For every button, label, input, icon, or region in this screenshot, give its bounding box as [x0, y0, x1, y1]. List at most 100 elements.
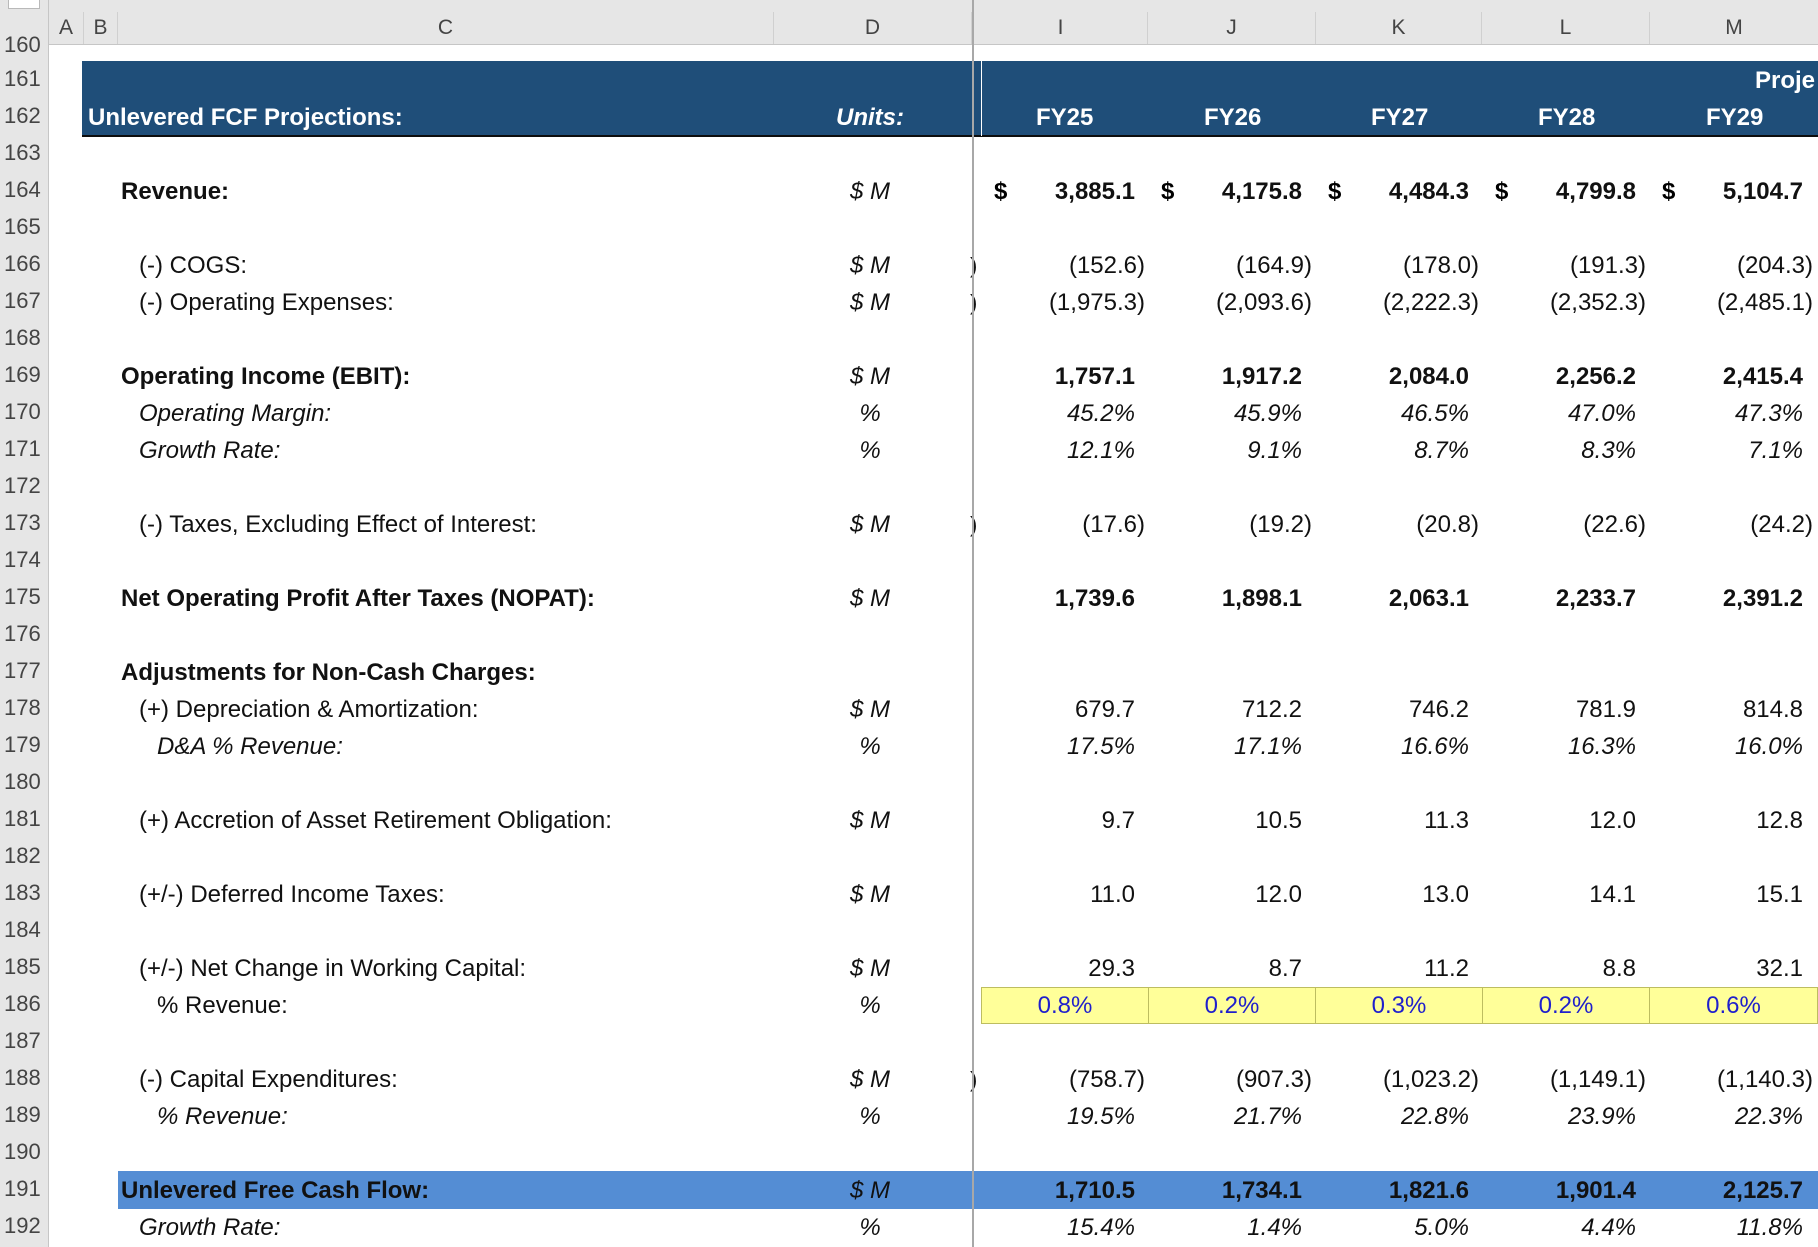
nwc-fy29[interactable]: 32.1 [1756, 955, 1803, 982]
ufcf-label[interactable]: Unlevered Free Cash Flow: [121, 1177, 430, 1204]
ufcf-growth-label[interactable]: Growth Rate: [139, 1214, 281, 1241]
operating-margin-fy27[interactable]: 46.5% [1400, 400, 1469, 427]
ebit-unit[interactable]: $ M [849, 363, 890, 390]
operating-margin-label[interactable]: Operating Margin: [139, 400, 332, 427]
aro-label[interactable]: (+) Accretion of Asset Retirement Obliga… [139, 807, 612, 834]
taxes-unit[interactable]: $ M [849, 511, 890, 538]
taxes-fy26[interactable]: (19.2) [1249, 511, 1312, 538]
row-header[interactable]: 168 [4, 325, 41, 350]
capex-pct-fy27[interactable]: 22.8% [1400, 1103, 1469, 1130]
column-header-d[interactable]: D [774, 12, 972, 44]
deferred-taxes-label[interactable]: (+/-) Deferred Income Taxes: [139, 881, 445, 908]
capex-fy29[interactable]: (1,140.3) [1716, 1066, 1813, 1093]
select-all-corner[interactable] [0, 0, 49, 44]
ebit-growth-fy27[interactable]: 8.7% [1414, 437, 1469, 464]
nwc-pct-input-fy25[interactable]: 0.8% [1037, 992, 1093, 1019]
nwc-unit[interactable]: $ M [849, 955, 890, 982]
deferred-taxes-fy28[interactable]: 14.1 [1589, 881, 1636, 908]
da-pct-label[interactable]: D&A % Revenue: [157, 733, 343, 760]
da-pct-fy28[interactable]: 16.3% [1567, 733, 1636, 760]
nwc-label[interactable]: (+/-) Net Change in Working Capital: [139, 955, 527, 982]
da-unit[interactable]: $ M [849, 696, 890, 723]
adjustments-heading[interactable]: Adjustments for Non-Cash Charges: [121, 659, 536, 686]
row-header[interactable]: 183 [4, 880, 41, 905]
row-header[interactable]: 179 [4, 732, 41, 757]
nopat-fy26[interactable]: 1,898.1 [1221, 585, 1302, 612]
row-header[interactable]: 188 [4, 1065, 41, 1090]
row-header[interactable]: 167 [4, 288, 41, 313]
ufcf-fy26[interactable]: 1,734.1 [1221, 1177, 1302, 1204]
column-header-l[interactable]: L [1482, 12, 1650, 44]
ebit-fy27[interactable]: 2,084.0 [1388, 363, 1469, 390]
da-pct-fy25[interactable]: 17.5% [1066, 733, 1135, 760]
row-header[interactable]: 172 [4, 473, 41, 498]
capex-fy27[interactable]: (1,023.2) [1382, 1066, 1479, 1093]
capex-pct-label[interactable]: % Revenue: [157, 1103, 288, 1130]
aro-fy28[interactable]: 12.0 [1589, 807, 1636, 834]
aro-unit[interactable]: $ M [849, 807, 890, 834]
ufcf-fy28[interactable]: 1,901.4 [1555, 1177, 1636, 1204]
column-header-a[interactable]: A [49, 12, 84, 44]
da-pct-fy26[interactable]: 17.1% [1233, 733, 1302, 760]
ebit-growth-label[interactable]: Growth Rate: [139, 437, 281, 464]
operating-margin-fy29[interactable]: 47.3% [1734, 400, 1803, 427]
cogs-fy28[interactable]: (191.3) [1569, 252, 1646, 279]
revenue-fy27[interactable]: 4,484.3 [1388, 178, 1469, 205]
nwc-pct-unit[interactable]: % [859, 992, 881, 1019]
row-header[interactable]: 177 [4, 658, 41, 683]
nwc-pct-input-fy28[interactable]: 0.2% [1538, 992, 1594, 1019]
row-header[interactable]: 173 [4, 510, 41, 535]
deferred-taxes-fy27[interactable]: 13.0 [1422, 881, 1469, 908]
opex-unit[interactable]: $ M [849, 289, 890, 316]
taxes-fy28[interactable]: (22.6) [1583, 511, 1646, 538]
nwc-pct-input-fy29[interactable]: 0.6% [1706, 992, 1761, 1019]
nwc-pct-label[interactable]: % Revenue: [157, 992, 288, 1019]
row-header[interactable]: 180 [4, 769, 41, 794]
ebit-fy25[interactable]: 1,757.1 [1054, 363, 1135, 390]
column-header-k[interactable]: K [1316, 12, 1482, 44]
row-header[interactable]: 175 [4, 584, 41, 609]
taxes-label[interactable]: (-) Taxes, Excluding Effect of Interest: [139, 511, 537, 538]
row-header[interactable]: 169 [4, 362, 41, 387]
nwc-fy27[interactable]: 11.2 [1424, 955, 1469, 982]
opex-fy29[interactable]: (2,485.1) [1716, 289, 1813, 316]
nwc-pct-input-fy27[interactable]: 0.3% [1371, 992, 1427, 1019]
operating-margin-fy25[interactable]: 45.2% [1066, 400, 1135, 427]
cogs-unit[interactable]: $ M [849, 252, 890, 279]
year-header-fy26[interactable]: FY26 [1204, 104, 1262, 131]
opex-fy28[interactable]: (2,352.3) [1549, 289, 1646, 316]
row-header[interactable]: 174 [4, 547, 41, 572]
ufcf-fy27[interactable]: 1,821.6 [1388, 1177, 1469, 1204]
taxes-fy29[interactable]: (24.2) [1750, 511, 1813, 538]
ebit-fy26[interactable]: 1,917.2 [1221, 363, 1302, 390]
nwc-fy28[interactable]: 8.8 [1602, 955, 1636, 982]
deferred-taxes-fy29[interactable]: 15.1 [1756, 881, 1803, 908]
da-fy26[interactable]: 712.2 [1241, 696, 1302, 723]
cogs-fy25[interactable]: (152.6) [1068, 252, 1145, 279]
year-header-fy25[interactable]: FY25 [1036, 104, 1094, 131]
nwc-fy25[interactable]: 29.3 [1088, 955, 1135, 982]
taxes-fy27[interactable]: (20.8) [1416, 511, 1479, 538]
ebit-growth-fy25[interactable]: 12.1% [1066, 437, 1135, 464]
ufcf-growth-fy25[interactable]: 15.4% [1066, 1214, 1135, 1241]
da-fy29[interactable]: 814.8 [1742, 696, 1803, 723]
aro-fy26[interactable]: 10.5 [1255, 807, 1302, 834]
ufcf-unit[interactable]: $ M [849, 1177, 890, 1204]
row-header[interactable]: 191 [4, 1176, 41, 1201]
nopat-unit[interactable]: $ M [849, 585, 890, 612]
year-header-fy28[interactable]: FY28 [1538, 104, 1596, 131]
aro-fy27[interactable]: 11.3 [1424, 807, 1469, 834]
ufcf-growth-unit[interactable]: % [859, 1214, 881, 1241]
row-header[interactable]: 164 [4, 177, 41, 202]
capex-pct-unit[interactable]: % [859, 1103, 881, 1130]
capex-pct-fy26[interactable]: 21.7% [1233, 1103, 1302, 1130]
da-pct-fy27[interactable]: 16.6% [1400, 733, 1469, 760]
revenue-fy26[interactable]: 4,175.8 [1221, 178, 1302, 205]
ufcf-fy29[interactable]: 2,125.7 [1722, 1177, 1803, 1204]
ufcf-fy25[interactable]: 1,710.5 [1054, 1177, 1135, 1204]
section-title[interactable]: Unlevered FCF Projections: [88, 104, 403, 131]
aro-fy29[interactable]: 12.8 [1756, 807, 1803, 834]
ebit-growth-unit[interactable]: % [859, 437, 881, 464]
ebit-growth-fy28[interactable]: 8.3% [1581, 437, 1636, 464]
row-header[interactable]: 176 [4, 621, 41, 646]
